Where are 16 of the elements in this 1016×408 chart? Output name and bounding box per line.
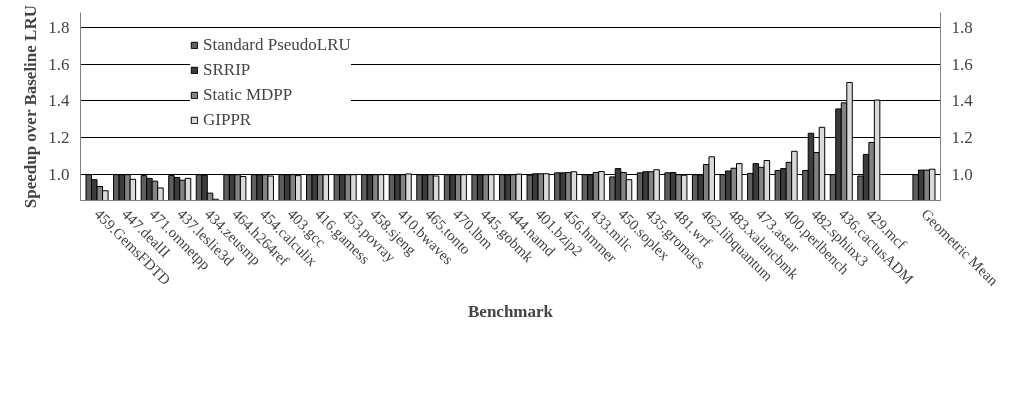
y2-tick-label: 1.2 [951, 128, 973, 148]
y2-tick-label: 1.0 [951, 165, 973, 185]
y2-tick-label: 1.6 [951, 54, 973, 74]
y-tick-label: 1.8 [48, 17, 70, 37]
x-axis-title: Benchmark [468, 302, 554, 322]
legend-label: GIPPR [203, 109, 252, 130]
y2-tick-label: 1.4 [951, 91, 974, 111]
y-tick-label: 1.6 [48, 54, 70, 74]
legend-label: Standard PseudoLRU [203, 34, 351, 55]
y-axis-title: Speedup over Baseline LRU [21, 5, 41, 209]
legend-label: Static MDPP [203, 84, 293, 105]
y-tick-label: 1.0 [48, 165, 70, 185]
legend-label: SRRIP [203, 59, 251, 80]
y2-tick-label: 1.8 [951, 17, 973, 37]
y-tick-label: 1.2 [48, 128, 70, 148]
y-tick-label: 1.4 [48, 91, 70, 111]
